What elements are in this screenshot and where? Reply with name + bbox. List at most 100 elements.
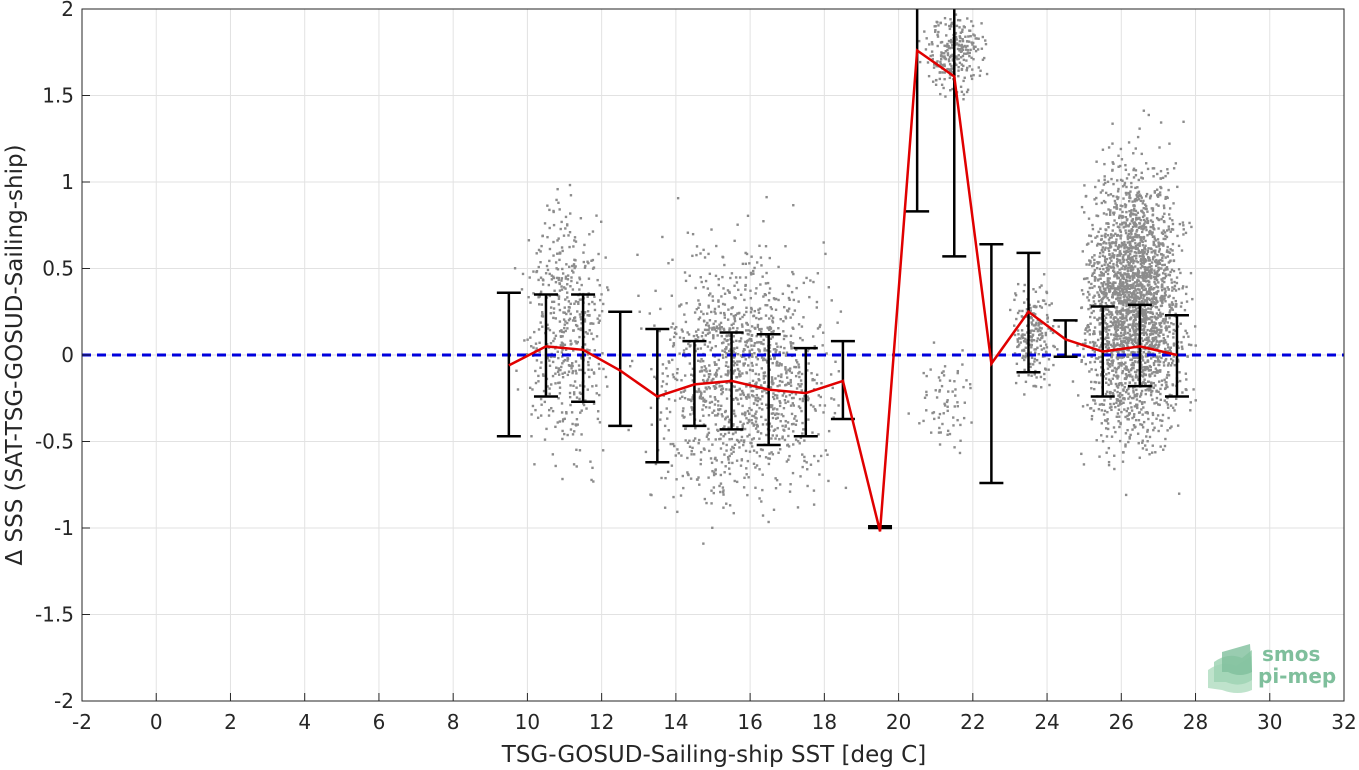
scatter-point: [1161, 279, 1164, 283]
scatter-point: [723, 313, 726, 317]
scatter-point: [1096, 291, 1099, 294]
scatter-point: [761, 390, 764, 393]
scatter-point: [778, 362, 781, 365]
scatter-point: [943, 365, 947, 368]
scatter-point: [568, 265, 571, 269]
scatter-point: [1088, 263, 1091, 266]
scatter-point: [569, 312, 572, 316]
scatter-point: [1136, 211, 1140, 215]
scatter-point: [1108, 288, 1111, 292]
scatter-point: [570, 269, 574, 272]
scatter-point: [971, 68, 974, 71]
scatter-point: [1177, 244, 1181, 248]
scatter-point: [951, 53, 954, 57]
scatter-point: [1151, 304, 1155, 307]
scatter-point: [823, 404, 827, 407]
scatter-point: [770, 314, 773, 318]
scatter-point: [754, 466, 757, 469]
scatter-point: [1097, 230, 1100, 234]
scatter-point: [554, 464, 557, 468]
scatter-point: [1110, 259, 1113, 262]
scatter-point: [1157, 243, 1161, 247]
scatter-point: [1113, 326, 1116, 329]
scatter-point: [1108, 362, 1112, 366]
scatter-point: [818, 473, 821, 476]
scatter-point: [1134, 147, 1137, 150]
scatter-point: [698, 395, 702, 399]
scatter-point: [949, 18, 952, 21]
scatter-point: [1030, 329, 1034, 332]
scatter-point: [598, 298, 602, 302]
scatter-point: [728, 467, 731, 470]
scatter-point: [946, 45, 949, 48]
scatter-point: [1157, 250, 1161, 253]
scatter-point: [1094, 302, 1097, 306]
scatter-point: [1155, 355, 1158, 359]
scatter-point: [675, 371, 679, 375]
scatter-point: [558, 330, 562, 333]
scatter-point: [1095, 214, 1098, 217]
scatter-point: [1030, 340, 1033, 343]
scatter-point: [1118, 286, 1122, 290]
scatter-point: [541, 312, 544, 316]
scatter-point: [1172, 355, 1175, 358]
scatter-point: [740, 323, 744, 326]
scatter-point: [593, 308, 597, 312]
scatter-point: [539, 366, 542, 369]
scatter-point: [1133, 200, 1137, 203]
scatter-point: [1134, 186, 1137, 190]
scatter-point: [1118, 290, 1122, 293]
scatter-point: [1091, 272, 1095, 275]
scatter-point: [1159, 321, 1163, 325]
scatter-point: [558, 208, 561, 211]
scatter-point: [1024, 340, 1027, 343]
scatter-point: [1114, 382, 1118, 386]
scatter-point: [711, 295, 714, 298]
scatter-point: [1127, 254, 1131, 257]
scatter-point: [588, 375, 591, 379]
scatter-point: [725, 397, 729, 400]
scatter-point: [727, 349, 731, 353]
scatter-point: [1122, 355, 1126, 359]
scatter-point: [1113, 270, 1116, 273]
scatter-point: [719, 375, 723, 378]
scatter-point: [1151, 258, 1155, 261]
scatter-point: [966, 44, 969, 48]
scatter-point: [1154, 367, 1158, 370]
scatter-point: [1146, 275, 1149, 278]
scatter-point: [934, 389, 937, 392]
scatter-point: [1122, 333, 1126, 337]
scatter-point: [769, 337, 773, 340]
scatter-point: [1111, 293, 1114, 297]
scatter-point: [1134, 382, 1137, 385]
scatter-point: [532, 292, 535, 295]
scatter-point: [598, 314, 601, 317]
scatter-point: [1156, 358, 1160, 361]
scatter-point: [764, 314, 768, 317]
scatter-point: [1171, 219, 1174, 222]
scatter-point: [744, 276, 748, 279]
scatter-point: [713, 373, 717, 376]
scatter-point: [760, 367, 763, 370]
scatter-point: [780, 413, 783, 416]
scatter-point: [1126, 275, 1129, 278]
scatter-point: [565, 312, 568, 316]
scatter-point: [759, 432, 763, 435]
scatter-point: [812, 503, 816, 506]
scatter-point: [1124, 231, 1128, 235]
scatter-point: [713, 328, 716, 331]
scatter-point: [1100, 422, 1103, 425]
scatter-point: [1169, 426, 1172, 430]
scatter-point: [822, 241, 825, 244]
scatter-point: [918, 60, 922, 64]
scatter-point: [1150, 391, 1153, 394]
scatter-point: [757, 311, 761, 314]
scatter-point: [938, 379, 942, 382]
scatter-point: [1145, 316, 1148, 319]
scatter-point: [1184, 388, 1187, 391]
scatter-point: [944, 57, 947, 61]
scatter-point: [1126, 311, 1129, 314]
scatter-point: [1104, 258, 1107, 261]
scatter-point: [1137, 284, 1140, 288]
scatter-point: [723, 471, 726, 474]
